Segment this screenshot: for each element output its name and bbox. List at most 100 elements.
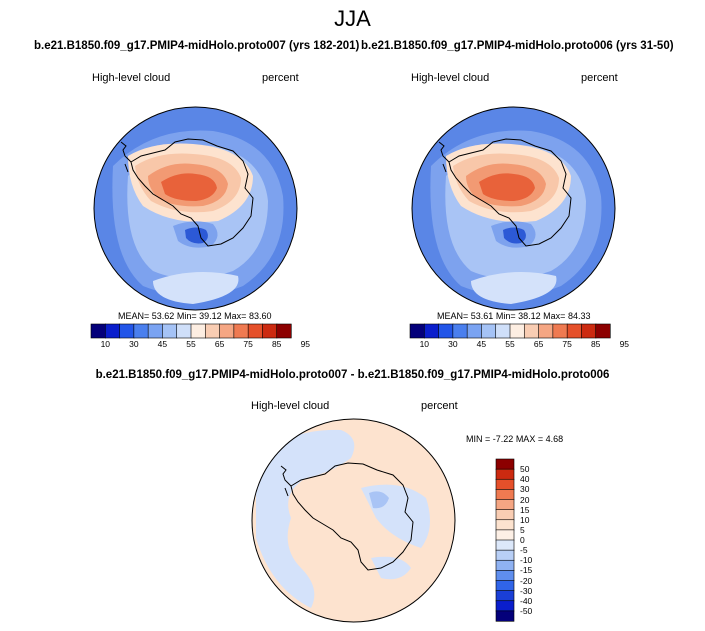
- right-colorbar-swatch: [509, 323, 525, 339]
- difference-stats: MIN = -7.22 MAX = 4.68: [466, 434, 563, 444]
- difference-max-value: 4.68: [545, 434, 564, 444]
- difference-colorbar-swatch: [495, 539, 515, 551]
- difference-colorbar-label: 5: [520, 524, 525, 535]
- difference-colorbar-label: -30: [520, 585, 533, 596]
- difference-colorbar-label: -15: [520, 565, 533, 576]
- difference-colorbar-swatch: [495, 600, 515, 612]
- right-colorbar-ticks: 10 30 45 55 65 75 85 95: [410, 339, 629, 351]
- right-colorbar-tick-label: 85: [590, 339, 601, 349]
- difference-colorbar-swatch: [495, 519, 515, 531]
- difference-min-label: MIN =: [466, 434, 491, 444]
- right-mean-value: 53.61: [470, 311, 494, 321]
- pale-blue-region: [256, 429, 355, 608]
- left-panel-title: b.e21.B1850.f09_g17.PMIP4-midHolo.proto0…: [34, 40, 360, 52]
- left-colorbar-swatch: [162, 323, 178, 339]
- left-max-value: 83.60: [248, 311, 272, 321]
- difference-min-value: -7.22: [492, 434, 514, 444]
- right-min-value: 38.12: [518, 311, 541, 321]
- peninsula-coastline: [120, 141, 132, 173]
- difference-colorbar-label: 10: [520, 514, 530, 525]
- right-colorbar-tick-label: 65: [533, 339, 544, 349]
- right-colorbar-swatch: [595, 323, 611, 339]
- difference-units-label: percent: [421, 400, 458, 412]
- difference-colorbar-swatch: [495, 559, 515, 571]
- peninsula-coastline: [280, 465, 292, 497]
- left-colorbar-swatch: [90, 323, 106, 339]
- right-colorbar-swatch: [552, 323, 568, 339]
- right-colorbar-tick-label: 95: [619, 339, 630, 349]
- left-colorbar-swatch: [204, 323, 221, 339]
- antarctica-coastline: [290, 462, 414, 571]
- left-colorbar-tick-label: 30: [129, 339, 139, 349]
- season-title: JJA: [334, 6, 371, 31]
- right-panel-title: b.e21.B1850.f09_g17.PMIP4-midHolo.proto0…: [361, 40, 674, 52]
- difference-colorbar: [495, 458, 515, 622]
- difference-colorbar-swatch: [495, 549, 515, 561]
- left-colorbar-swatch: [119, 323, 135, 339]
- right-colorbar-swatch: [466, 323, 483, 339]
- right-colorbar-tick-label: 75: [562, 339, 572, 349]
- left-mean-label: MEAN=: [118, 311, 150, 321]
- difference-colorbar-swatch: [495, 509, 515, 521]
- right-colorbar: [409, 323, 611, 339]
- difference-colorbar-swatch: [495, 468, 515, 480]
- left-min-value: 39.12: [199, 311, 222, 321]
- right-max-label: Max=: [543, 311, 566, 321]
- right-colorbar-swatch: [538, 323, 554, 339]
- difference-colorbar-label: -50: [520, 605, 533, 616]
- left-stats: MEAN= 53.62 Min= 39.12 Max= 83.60: [118, 311, 271, 321]
- difference-colorbar-swatch: [495, 529, 515, 541]
- left-colorbar: [90, 323, 292, 339]
- difference-colorbar-label: 0: [520, 535, 525, 545]
- right-colorbar-tick-label: 45: [476, 339, 487, 349]
- right-min-label: Min=: [495, 311, 516, 321]
- left-colorbar-swatch: [262, 323, 278, 339]
- right-colorbar-swatch: [423, 323, 440, 339]
- left-colorbar-swatch: [276, 323, 292, 339]
- difference-max-label: MAX =: [515, 434, 544, 444]
- left-colorbar-swatch: [247, 323, 264, 339]
- right-colorbar-tick-label: 30: [448, 339, 458, 349]
- left-min-label: Min=: [176, 311, 197, 321]
- right-colorbar-swatch: [409, 323, 425, 339]
- left-colorbar-tick-label: 45: [157, 339, 168, 349]
- difference-colorbar-swatch: [495, 590, 515, 602]
- light-blue-spot: [369, 491, 389, 509]
- difference-colorbar-label: 20: [520, 494, 530, 505]
- difference-colorbar-label: 50: [520, 464, 530, 475]
- difference-colorbar-swatch: [495, 458, 515, 470]
- left-colorbar-swatch: [233, 323, 249, 339]
- left-colorbar-swatch: [176, 323, 192, 339]
- difference-colorbar-label: 15: [520, 504, 530, 515]
- left-colorbar-tick-label: 10: [100, 339, 111, 349]
- difference-colorbar-swatch: [495, 499, 515, 511]
- difference-colorbar-swatch: [495, 570, 515, 582]
- left-colorbar-swatch: [133, 323, 149, 339]
- difference-colorbar-label: 40: [520, 474, 530, 485]
- left-colorbar-tick-label: 75: [243, 339, 253, 349]
- right-colorbar-swatch: [581, 323, 597, 339]
- left-mean-value: 53.62: [151, 311, 175, 321]
- right-mean-label: MEAN=: [437, 311, 469, 321]
- difference-colorbar-label: -40: [520, 595, 533, 606]
- left-max-label: Max=: [224, 311, 247, 321]
- right-polar-map: [411, 106, 616, 311]
- right-colorbar-swatch: [566, 323, 583, 339]
- right-colorbar-tick-label: 10: [419, 339, 430, 349]
- antarctica-coastline: [130, 138, 254, 247]
- pale-blue-region: [371, 556, 411, 580]
- left-variable-label: High-level cloud: [92, 72, 171, 84]
- difference-colorbar-swatch: [495, 580, 515, 592]
- difference-colorbar-label: -10: [520, 555, 533, 566]
- left-colorbar-tick-label: 85: [271, 339, 282, 349]
- difference-colorbar-swatch: [495, 489, 515, 501]
- right-stats: MEAN= 53.61 Min= 38.12 Max= 84.33: [437, 311, 590, 321]
- pale-blue-field: [471, 272, 557, 304]
- right-colorbar-swatch: [523, 323, 540, 339]
- right-colorbar-swatch: [481, 323, 497, 339]
- left-colorbar-swatch: [104, 323, 121, 339]
- difference-colorbar-label: -20: [520, 575, 533, 586]
- difference-colorbar-label: 30: [520, 484, 530, 495]
- right-colorbar-swatch: [452, 323, 468, 339]
- right-max-value: 84.33: [567, 311, 591, 321]
